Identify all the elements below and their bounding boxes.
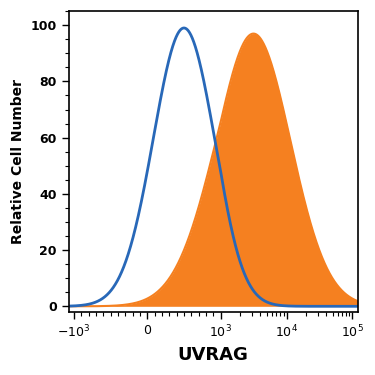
X-axis label: UVRAG: UVRAG xyxy=(178,346,249,364)
Y-axis label: Relative Cell Number: Relative Cell Number xyxy=(11,79,25,244)
